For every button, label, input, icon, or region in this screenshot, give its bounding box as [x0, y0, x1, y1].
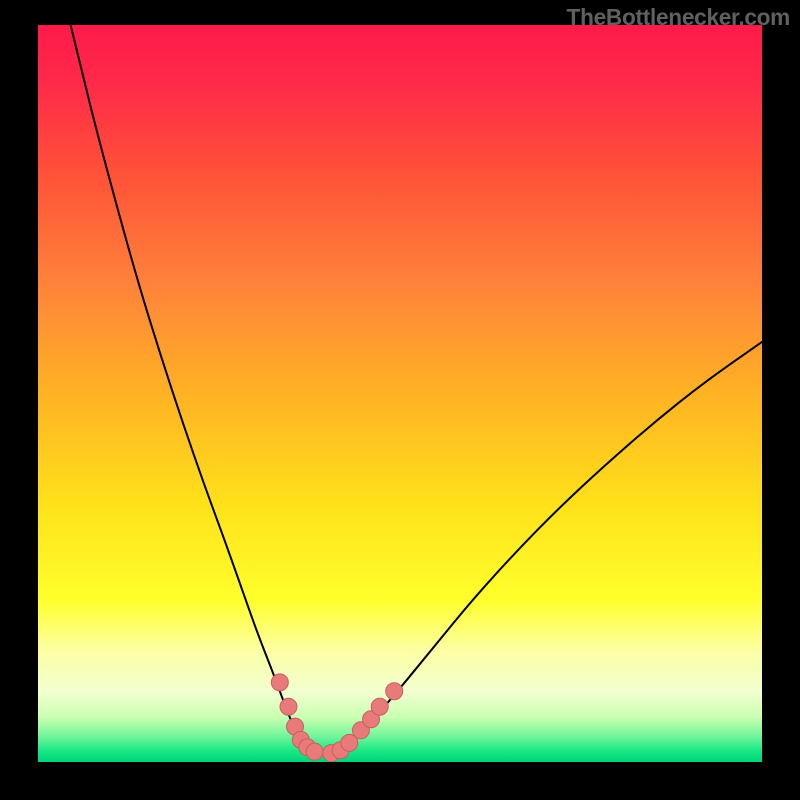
chart-frame: TheBottlenecker.com	[0, 0, 800, 800]
data-marker	[371, 698, 388, 715]
plot-area	[38, 25, 762, 762]
data-marker	[271, 674, 288, 691]
data-marker	[386, 683, 403, 700]
watermark-text: TheBottlenecker.com	[567, 4, 790, 31]
bottleneck-chart	[38, 25, 762, 762]
data-marker	[280, 698, 297, 715]
data-marker	[306, 743, 323, 760]
chart-background	[38, 25, 762, 762]
